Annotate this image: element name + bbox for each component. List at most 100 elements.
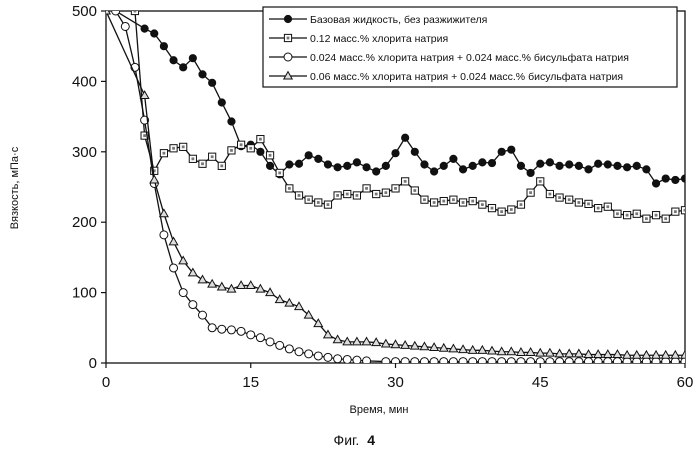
series-1-point: [381, 161, 390, 170]
legend: Базовая жидкость, без разжижителя 0.12 ма…: [262, 6, 678, 88]
y-tick-label: 500: [72, 3, 97, 20]
series-2-point-inner: [683, 208, 685, 212]
series-3-point: [593, 357, 603, 363]
series-2-point-inner: [529, 191, 532, 195]
series-1-point: [372, 167, 381, 176]
series-2-point-inner: [287, 187, 291, 190]
caption-number: 4: [367, 432, 375, 448]
series-1-point: [391, 149, 400, 158]
legend-label: Базовая жидкость, без разжижителя: [310, 14, 487, 26]
y-tick-label: 300: [72, 144, 97, 161]
series-1-point: [208, 78, 217, 87]
series-4-point: [158, 208, 169, 218]
caption-prefix: Фиг.: [334, 432, 360, 448]
series-4-point: [245, 280, 256, 290]
series-4-point: [602, 349, 613, 359]
series-3-point: [236, 326, 246, 336]
series-1-line: [115, 11, 685, 185]
series-3-point: [323, 352, 333, 362]
x-axis-label: Время, мин: [350, 404, 409, 416]
series-1-point: [526, 168, 535, 178]
series-1-point: [150, 29, 159, 38]
series-1-point: [333, 163, 342, 172]
series-3-point: [207, 323, 217, 333]
series-2-point-inner: [297, 194, 301, 197]
series-2-point-inner: [673, 210, 677, 214]
series-1-point: [536, 159, 545, 168]
series-4-point: [467, 344, 478, 354]
series-4-point: [255, 283, 266, 293]
series-1-point: [487, 158, 497, 168]
series-2-point-inner: [664, 217, 668, 221]
series-2-point-inner: [500, 210, 504, 214]
series-4-point: [226, 283, 237, 293]
series-4-point: [139, 90, 150, 99]
series-2-point-inner: [567, 198, 571, 202]
series-2-point-inner: [268, 153, 272, 157]
series-3-point: [448, 357, 458, 363]
series-3-point: [458, 357, 468, 363]
series-4: [106, 11, 685, 359]
series-3-point: [198, 310, 207, 320]
series-2-point-inner: [307, 198, 311, 202]
series-1-point: [680, 174, 685, 183]
series-3-point: [429, 357, 439, 363]
series-4-point: [612, 349, 623, 359]
x-tick-label: 30: [387, 374, 404, 391]
series-2-point-inner: [461, 201, 465, 204]
series-3-point: [381, 357, 391, 363]
series-1-point: [304, 151, 313, 160]
legend-item-1: Базовая жидкость, без разжижителя: [269, 14, 487, 26]
series-1-point: [574, 161, 583, 170]
series-2-point-inner: [326, 203, 330, 206]
series-4-point: [207, 278, 218, 288]
series-2-point-inner: [616, 212, 619, 216]
series-1-point: [439, 161, 448, 170]
series-1-point: [497, 147, 506, 156]
series-4-point: [573, 348, 584, 358]
series-4-point: [641, 349, 652, 359]
series-1-point: [362, 163, 371, 172]
series-2-point-inner: [201, 162, 204, 166]
series-1-point: [671, 175, 680, 185]
series-3-point: [275, 340, 285, 350]
series-1-point: [565, 160, 574, 169]
series-1-point: [468, 161, 477, 170]
series-2-point-inner: [596, 206, 600, 210]
series-3-point: [584, 357, 593, 363]
series-4-point: [274, 294, 285, 304]
series-4-point: [293, 301, 305, 311]
series-4-line: [106, 11, 685, 356]
series-1-point: [613, 161, 622, 170]
series-1-point: [584, 165, 593, 174]
series-3-point: [661, 357, 671, 363]
series-3-point: [487, 357, 497, 363]
series-3-point: [564, 357, 574, 363]
series-3-point: [516, 357, 526, 363]
series-3-point: [535, 357, 545, 363]
series-2-point-inner: [587, 202, 590, 206]
series-2-point-inner: [316, 201, 320, 204]
series-3-point: [468, 357, 478, 363]
series-4-point: [535, 347, 546, 357]
series-3-point: [159, 230, 169, 240]
series-3-point: [362, 356, 372, 363]
x-tick-label: 0: [102, 374, 110, 391]
series-1-point: [285, 160, 294, 169]
series-4-point: [187, 267, 198, 277]
series-3-point: [603, 357, 613, 363]
series-2-point-inner: [625, 213, 629, 217]
series-3-point: [410, 357, 420, 363]
series-4-point: [400, 339, 411, 349]
series-3-point: [400, 357, 410, 363]
series-2-point-inner: [509, 208, 513, 211]
series-3-point: [391, 357, 400, 363]
series-1-point: [314, 154, 323, 163]
series-2-point-inner: [432, 201, 436, 204]
series-4-point: [322, 329, 334, 339]
series-1-point: [140, 24, 149, 33]
series-layer: [106, 11, 685, 363]
series-2-point-inner: [606, 205, 610, 209]
series-4-point: [631, 349, 642, 359]
legend-marker: [282, 70, 294, 80]
